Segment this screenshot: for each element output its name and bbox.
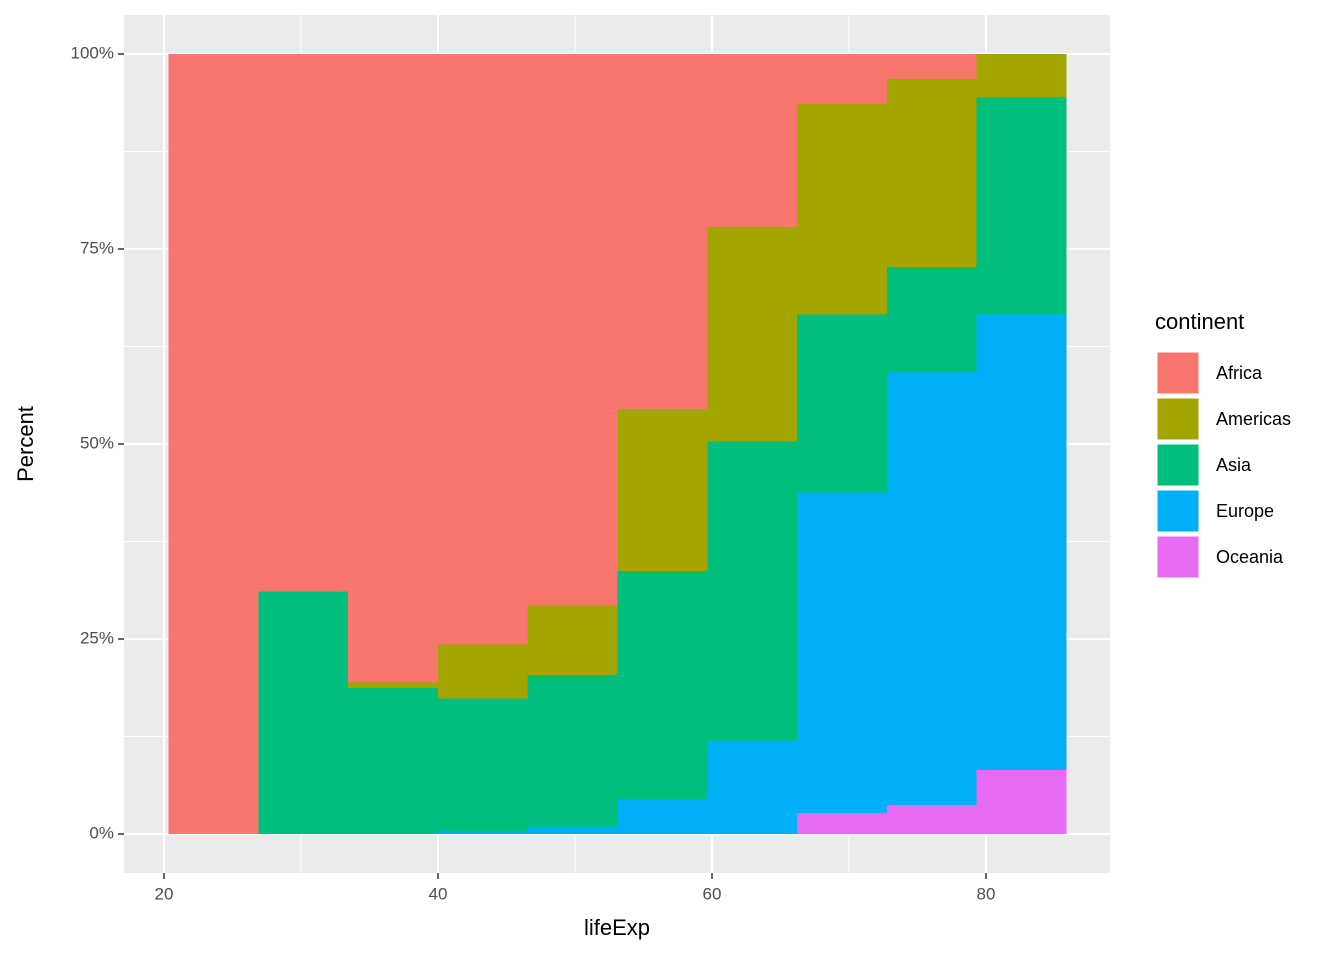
bar-segment — [527, 674, 618, 827]
bar-segment — [707, 441, 798, 742]
bar-segment — [527, 605, 618, 675]
bar-segment — [437, 830, 528, 834]
bar-segment — [797, 103, 887, 315]
bar-segment — [797, 314, 887, 493]
bar-segment — [797, 812, 887, 834]
legend-label: Asia — [1216, 455, 1252, 475]
bar-segment — [617, 408, 708, 572]
legend-label: Europe — [1216, 501, 1274, 521]
bar-segment — [347, 688, 438, 834]
bar-segment — [976, 54, 1067, 98]
legend-label: Oceania — [1216, 547, 1284, 567]
bar-segment — [976, 770, 1067, 834]
bar-segment — [886, 54, 977, 79]
bar-segment — [797, 54, 887, 104]
x-tick-label: 80 — [977, 884, 996, 903]
y-tick-label: 100% — [71, 43, 114, 62]
bar-segment — [168, 54, 259, 834]
bar-segment — [617, 571, 708, 799]
bar-segment — [527, 826, 618, 834]
bar-segment — [347, 54, 438, 682]
bar-segment — [617, 54, 708, 409]
bar-segment — [707, 227, 798, 442]
y-tick-label: 75% — [80, 238, 114, 257]
bar-segment — [976, 314, 1067, 771]
legend-label: Africa — [1216, 363, 1263, 383]
bar-segment — [886, 78, 977, 267]
bar-segment — [437, 698, 528, 831]
x-tick-label: 60 — [703, 884, 722, 903]
legend-key — [1156, 397, 1200, 441]
bar-segment — [258, 54, 348, 592]
y-axis-title: Percent — [13, 406, 38, 482]
bar-segment — [886, 805, 977, 834]
bar-segment — [886, 372, 977, 806]
legend-key — [1156, 535, 1200, 579]
bar-segment — [437, 644, 528, 699]
y-tick-label: 0% — [89, 823, 114, 842]
bar-segment — [707, 741, 798, 834]
legend-title: continent — [1155, 309, 1244, 334]
bar-segment — [617, 798, 708, 834]
x-axis-title: lifeExp — [584, 915, 650, 940]
bar-segment — [347, 681, 438, 689]
bar-segment — [707, 54, 798, 228]
bar-segment — [886, 266, 977, 373]
legend-key — [1156, 351, 1200, 395]
y-tick-label: 25% — [80, 628, 114, 647]
bar-segment — [797, 492, 887, 813]
x-tick-label: 40 — [429, 884, 448, 903]
bar-segment — [976, 97, 1067, 315]
bar-segment — [258, 591, 348, 834]
bar-segment — [437, 54, 528, 645]
legend-label: Americas — [1216, 409, 1291, 429]
legend-key — [1156, 443, 1200, 487]
y-tick-label: 50% — [80, 433, 114, 452]
bar-segment — [527, 54, 618, 606]
x-tick-label: 20 — [155, 884, 174, 903]
legend-key — [1156, 489, 1200, 533]
